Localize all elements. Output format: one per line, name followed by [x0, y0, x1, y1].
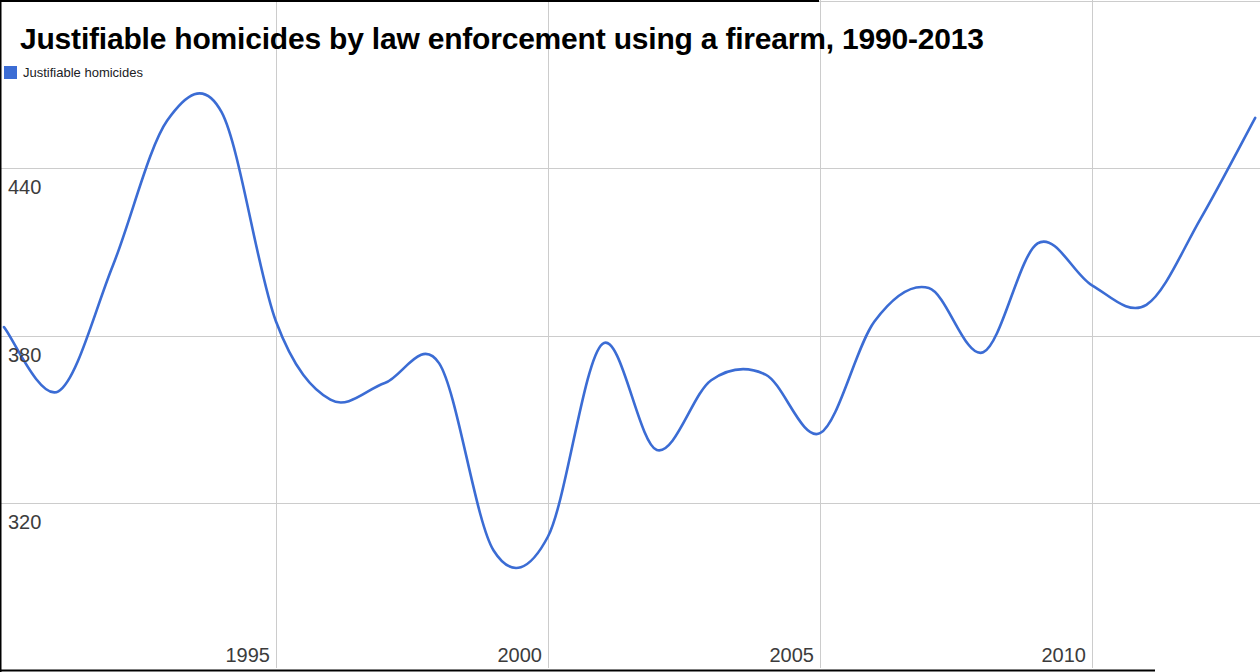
- series-line-justifiable-homicides: [4, 93, 1255, 568]
- x-tick-label: 2000: [472, 644, 542, 667]
- legend-swatch-icon: [4, 66, 17, 79]
- chart-title: Justifiable homicides by law enforcement…: [20, 22, 984, 56]
- x-tick-label: 2005: [744, 644, 814, 667]
- x-tick-label: 2010: [1016, 644, 1086, 667]
- y-tick-label: 440: [8, 176, 41, 199]
- x-tick-label: 1995: [200, 644, 270, 667]
- legend-label: Justifiable homicides: [23, 65, 143, 80]
- legend: Justifiable homicides: [4, 65, 143, 80]
- y-tick-label: 380: [8, 344, 41, 367]
- plot-area: [0, 0, 1260, 672]
- y-tick-label: 320: [8, 511, 41, 534]
- gridlines: [0, 0, 1260, 668]
- chart-container: Justifiable homicides by law enforcement…: [0, 0, 1260, 672]
